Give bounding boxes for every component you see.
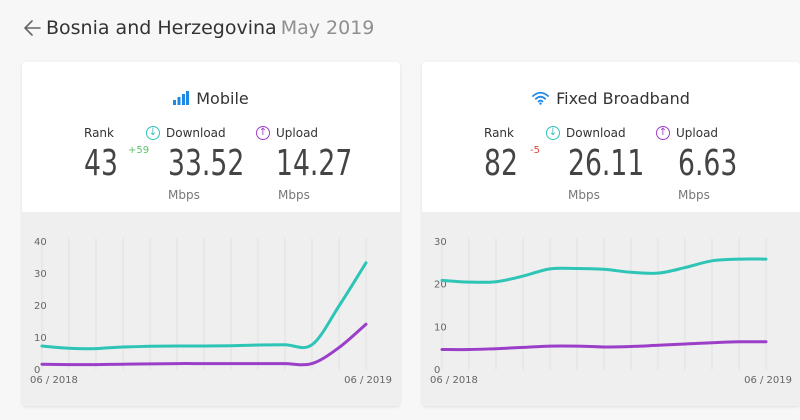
upload-series-line: [40, 322, 368, 367]
download-icon: ↓: [146, 126, 160, 140]
fixed-rank-value: 82: [484, 143, 518, 184]
mobile-upload-label-text: Upload: [276, 126, 319, 140]
fixed-download-label: ↓ Download: [546, 126, 626, 140]
fixed-download-value: 26.11: [568, 143, 645, 184]
wifi-icon: [532, 91, 550, 105]
mobile-download-value: 33.52: [168, 143, 245, 184]
mobile-upload-unit: Mbps: [278, 188, 310, 202]
mobile-rank-value: 43: [84, 143, 118, 184]
download-series-line: [440, 257, 768, 284]
fixed-broadband-card: Fixed Broadband Rank ↓ Download ↑ Upload…: [422, 62, 800, 406]
mobile-download-label-text: Download: [166, 126, 226, 140]
mobile-download-unit: Mbps: [168, 188, 200, 202]
fixed-upload-unit: Mbps: [678, 188, 710, 202]
download-series-line: [40, 261, 368, 351]
x-tick-label: 06 / 2019: [344, 375, 392, 386]
download-icon: ↓: [546, 126, 560, 140]
mobile-card-title: Mobile: [22, 86, 400, 110]
report-month: May 2019: [280, 17, 375, 39]
mobile-rank-change: +59: [128, 145, 150, 156]
fixed-title-label: Fixed Broadband: [556, 88, 690, 108]
mobile-download-label: ↓ Download: [146, 126, 226, 140]
fixed-upload-label-text: Upload: [676, 126, 719, 140]
y-tick-label: 30: [434, 237, 447, 248]
y-tick-label: 40: [34, 237, 47, 248]
arrow-left-icon[interactable]: [22, 19, 42, 37]
fixed-download-unit: Mbps: [568, 188, 600, 202]
y-tick-label: 20: [34, 301, 47, 312]
x-tick-label: 06 / 2018: [430, 375, 478, 386]
x-tick-label: 06 / 2018: [30, 375, 78, 386]
mobile-upload-value: 14.27: [276, 143, 353, 184]
fixed-download-label-text: Download: [566, 126, 626, 140]
page-header: Bosnia and Herzegovina May 2019: [22, 14, 374, 42]
fixed-rank-change: -5: [530, 145, 540, 156]
y-tick-label: 30: [34, 269, 47, 280]
upload-icon: ↑: [256, 126, 270, 140]
page-title: Bosnia and Herzegovina May 2019: [46, 17, 374, 39]
fixed-chart-svg: 0 10 20 30 06 / 2018 06 / 2019: [430, 237, 792, 386]
fixed-card-title: Fixed Broadband: [422, 86, 800, 110]
mobile-rank-label: Rank: [84, 126, 114, 140]
y-tick-label: 20: [434, 280, 447, 291]
fixed-broadband-chart: 0 10 20 30 06 / 2018 06 / 2019: [422, 212, 800, 406]
y-tick-label: 0: [434, 365, 440, 376]
mobile-title-label: Mobile: [196, 88, 249, 108]
mobile-upload-label: ↑ Upload: [256, 126, 318, 140]
fixed-upload-label: ↑ Upload: [656, 126, 718, 140]
mobile-card: Mobile Rank ↓ Download ↑ Upload 43 +59 3…: [22, 62, 400, 406]
upload-icon: ↑: [656, 126, 670, 140]
signal-bars-icon: [173, 91, 190, 105]
mobile-chart: 0 10 20 30 40 06 / 2018 06 / 2019: [22, 212, 400, 406]
fixed-rank-label: Rank: [484, 126, 514, 140]
y-tick-label: 10: [34, 333, 47, 344]
y-tick-label: 0: [34, 365, 40, 376]
fixed-upload-value: 6.63: [678, 143, 738, 184]
mobile-chart-svg: 0 10 20 30 40 06 / 2018 06 / 2019: [30, 237, 392, 386]
country-name: Bosnia and Herzegovina: [46, 17, 277, 39]
upload-series-line: [440, 340, 768, 352]
x-tick-label: 06 / 2019: [744, 375, 792, 386]
y-tick-label: 10: [434, 322, 447, 333]
